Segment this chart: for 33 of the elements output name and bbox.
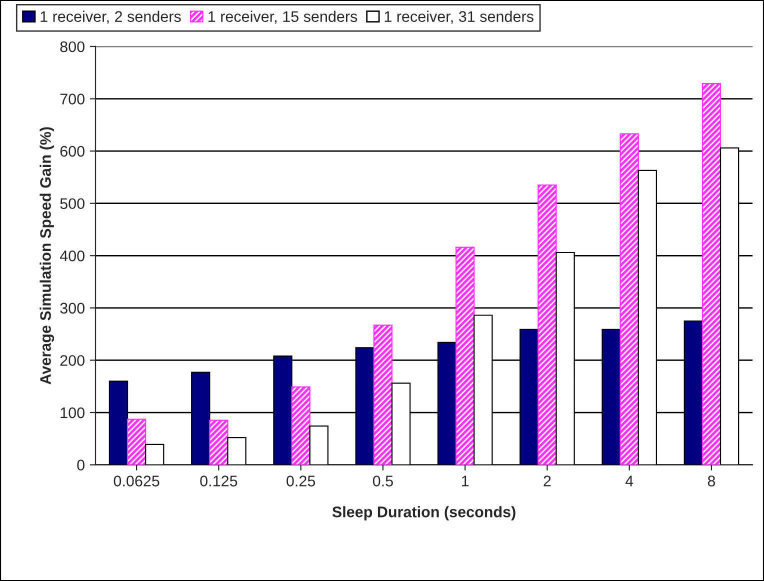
bar xyxy=(291,386,310,465)
y-tick-label: 200 xyxy=(60,355,84,366)
y-tick-label: 700 xyxy=(60,94,84,104)
bar xyxy=(309,426,328,465)
y-tick-label: 0 xyxy=(77,460,84,470)
x-tick-label: 0.5 xyxy=(372,476,393,486)
bar xyxy=(455,246,475,465)
legend-label: 1 receiver, 15 senders xyxy=(208,10,358,24)
y-tick-label: 800 xyxy=(60,41,84,52)
bar xyxy=(209,420,228,465)
bar xyxy=(702,83,722,465)
y-tick-label: 100 xyxy=(60,407,84,418)
y-axis-title: Average Simulation Speed Gain (%) xyxy=(40,127,54,384)
y-tick-label: 300 xyxy=(60,302,84,314)
bar xyxy=(373,324,393,465)
legend-label: 1 receiver, 2 senders xyxy=(40,10,181,24)
legend-label: 1 receiver, 31 senders xyxy=(384,10,534,24)
x-tick-label: 0.0625 xyxy=(114,476,160,486)
bar xyxy=(538,184,557,465)
y-tick-label: 400 xyxy=(60,250,84,262)
x-axis-title: Sleep Duration (seconds) xyxy=(332,506,516,520)
bar xyxy=(227,437,246,465)
x-tick-label: 0.125 xyxy=(200,476,238,486)
bar xyxy=(620,133,639,465)
y-tick-label: 600 xyxy=(60,146,84,157)
y-tick-label: 500 xyxy=(60,198,84,210)
x-tick-label: 4 xyxy=(625,476,634,486)
bar xyxy=(145,444,164,465)
x-tick-label: 8 xyxy=(708,476,716,486)
bar xyxy=(126,418,146,465)
x-tick-label: 1 xyxy=(462,476,469,486)
x-tick-label: 0.25 xyxy=(286,476,316,486)
x-tick-label: 2 xyxy=(544,476,551,486)
